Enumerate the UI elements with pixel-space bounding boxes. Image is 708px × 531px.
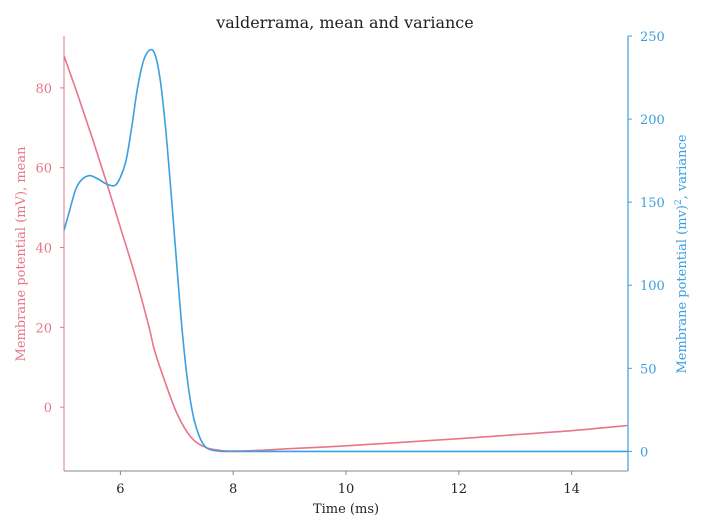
left-y-tick-label: 80 xyxy=(35,82,52,97)
right-y-tick-label: 50 xyxy=(640,362,657,377)
right-y-axis-label-superscript: 2 xyxy=(674,199,684,205)
right-y-axis-label: Membrane potential (mv)2, variance xyxy=(674,134,690,373)
left-y-tick-label: 60 xyxy=(35,162,52,177)
left-y-tick-label: 40 xyxy=(35,242,52,257)
right-y-axis-ticks: 0 50 100 150 200 250 xyxy=(628,30,665,460)
variance-series-line xyxy=(63,48,628,453)
series-layer xyxy=(63,48,629,453)
right-y-axis-label-suffix: , variance xyxy=(675,134,690,199)
chart-title: valderrama, mean and variance xyxy=(215,13,473,32)
left-y-axis-label: Membrane potential (mV), mean xyxy=(14,146,29,362)
right-y-tick-label: 0 xyxy=(640,445,648,460)
x-tick-label: 6 xyxy=(116,482,124,497)
mean-series-line xyxy=(63,55,629,452)
right-y-tick-label: 100 xyxy=(640,279,665,294)
left-y-tick-label: 0 xyxy=(44,401,52,416)
x-tick-label: 10 xyxy=(338,482,355,497)
left-y-tick-label: 20 xyxy=(35,321,52,336)
x-axis-ticks: 6 8 10 12 14 xyxy=(116,471,580,497)
right-y-axis-label-main: Membrane potential (mv) xyxy=(675,205,690,374)
x-tick-label: 8 xyxy=(229,482,237,497)
x-axis-label: Time (ms) xyxy=(313,502,379,517)
right-y-tick-label: 250 xyxy=(640,30,665,45)
x-tick-label: 12 xyxy=(451,482,468,497)
left-y-axis-ticks: 0 20 40 60 80 xyxy=(35,82,64,416)
right-y-tick-label: 200 xyxy=(640,113,665,128)
x-tick-label: 14 xyxy=(563,482,580,497)
right-y-tick-label: 150 xyxy=(640,196,665,211)
